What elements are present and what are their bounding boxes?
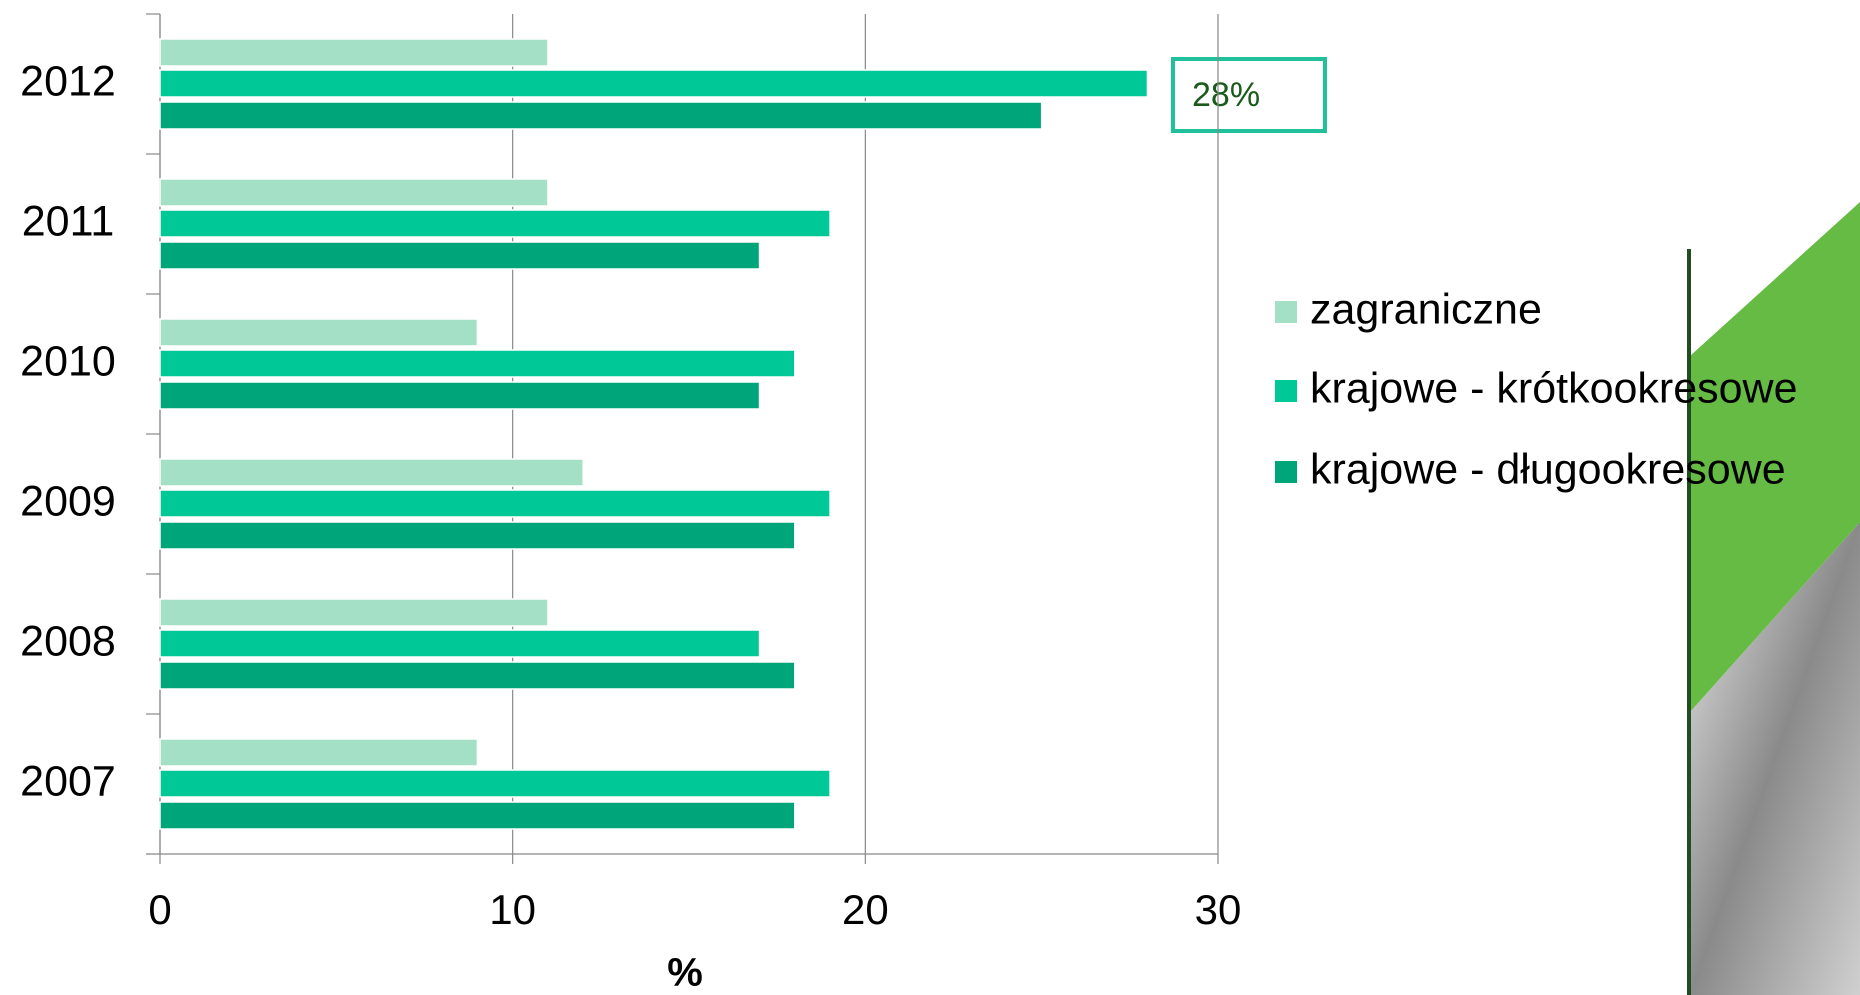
x-tick-label: 30 <box>1195 886 1242 933</box>
bar <box>159 349 796 378</box>
bar <box>159 178 549 207</box>
bar <box>159 661 796 690</box>
bar <box>159 738 479 767</box>
decor-photo <box>1690 522 1860 995</box>
decor-green <box>1690 202 1860 712</box>
bar <box>159 38 549 67</box>
annotation: 28% <box>1192 76 1260 114</box>
y-tick-label: 2008 <box>20 617 116 665</box>
bar <box>159 489 831 518</box>
bar <box>159 318 479 347</box>
bar <box>159 241 761 270</box>
bar <box>159 769 831 798</box>
y-tick-label: 2010 <box>20 337 116 385</box>
bar <box>159 209 831 238</box>
y-tick-label: 2011 <box>22 197 114 245</box>
bar <box>159 69 1149 98</box>
legend-label: krajowe - krótkookresowe <box>1310 364 1798 412</box>
legend-swatch <box>1275 380 1297 402</box>
x-tick-label: 20 <box>842 886 889 933</box>
annotation-box <box>1171 57 1327 133</box>
bar <box>159 458 584 487</box>
y-tick-label: 2009 <box>20 477 116 525</box>
bar <box>159 101 1043 130</box>
legend-label: zagraniczne <box>1310 285 1542 333</box>
x-axis-label: % <box>667 951 703 995</box>
legend-label: krajowe - długookresowe <box>1310 445 1786 493</box>
x-tick-label: 0 <box>148 886 171 933</box>
bar <box>159 521 796 550</box>
bar <box>159 598 549 627</box>
legend-swatch <box>1275 301 1297 323</box>
bar <box>159 801 796 830</box>
y-tick-label: 2007 <box>20 757 116 805</box>
bar <box>159 629 761 658</box>
y-tick-label: 2012 <box>20 57 116 105</box>
legend-swatch <box>1275 461 1297 483</box>
bar <box>159 381 761 410</box>
x-tick-label: 10 <box>489 886 536 933</box>
